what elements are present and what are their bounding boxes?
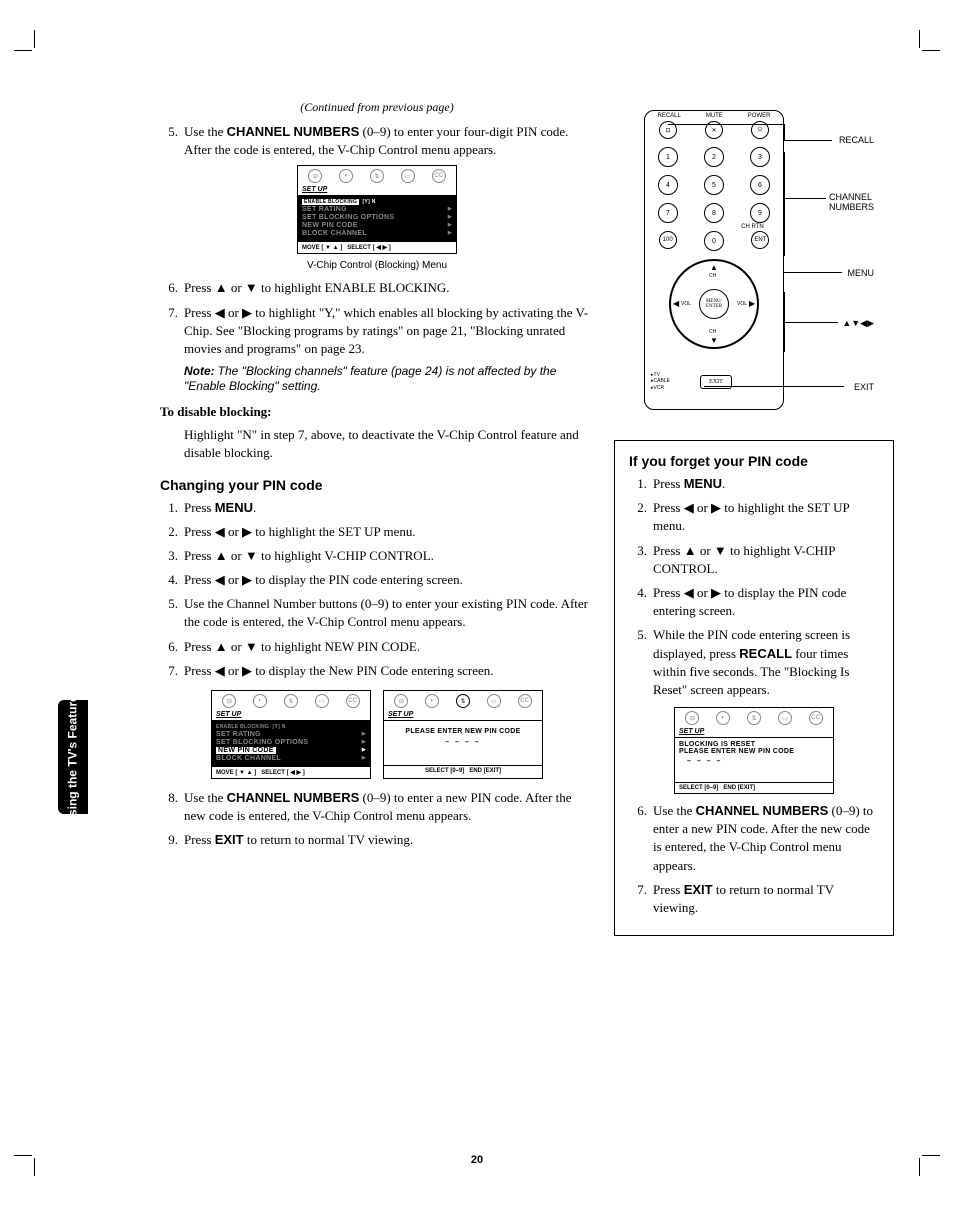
changing-heading: Changing your PIN code <box>160 477 594 493</box>
page-number: 20 <box>0 1154 954 1166</box>
reset-screen: ⊟◐⇅▭CC SET UP BLOCKING IS RESET PLEASE E… <box>674 707 834 794</box>
c-step-9: Press EXIT to return to normal TV viewin… <box>184 831 594 849</box>
disable-text: Highlight "N" in step 7, above, to deact… <box>160 426 594 462</box>
c-step-8: Use the CHANNEL NUMBERS (0–9) to enter a… <box>184 789 594 825</box>
step-5: Use the CHANNEL NUMBERS (0–9) to enter y… <box>184 123 594 159</box>
c-step-6: Press ▲ or ▼ to highlight NEW PIN CODE. <box>184 638 594 656</box>
c-step-4: Press ◀ or ▶ to display the PIN code ent… <box>184 571 594 589</box>
forget-pin-box: If you forget your PIN code 1.Press MENU… <box>614 440 894 936</box>
disable-heading: To disable blocking: <box>160 404 594 420</box>
step-7: Press ◀ or ▶ to highlight "Y," which ena… <box>184 304 594 359</box>
vchip-menu-screenshot: ⊟◐⇅▭CC SET UP ENABLE BLOCKING [Y] N SET … <box>297 165 457 254</box>
section-tab: Using the TV's Features <box>58 700 88 814</box>
remote-diagram: RECALLMUTEPOWER ⊡✕⏻ 123 456 789 CH RTN 1… <box>614 100 874 420</box>
c-step-3: Press ▲ or ▼ to highlight V-CHIP CONTROL… <box>184 547 594 565</box>
new-pin-menu: ⊟◐⇅▭CC SET UP ENABLE BLOCKING [Y] N SET … <box>211 690 371 779</box>
continued-note: (Continued from previous page) <box>160 100 594 115</box>
c-step-2: Press ◀ or ▶ to highlight the SET UP men… <box>184 523 594 541</box>
note: Note: The "Blocking channels" feature (p… <box>160 364 594 394</box>
enter-pin-screen: ⊟◐⇅▭CC SET UP PLEASE ENTER NEW PIN CODE … <box>383 690 543 779</box>
c-step-1: Press MENU. <box>184 499 594 517</box>
c-step-5: Use the Channel Number buttons (0–9) to … <box>184 595 594 631</box>
menu-caption: V-Chip Control (Blocking) Menu <box>160 260 594 271</box>
c-step-7: Press ◀ or ▶ to display the New PIN Code… <box>184 662 594 680</box>
step-6: Press ▲ or ▼ to highlight ENABLE BLOCKIN… <box>184 279 594 297</box>
